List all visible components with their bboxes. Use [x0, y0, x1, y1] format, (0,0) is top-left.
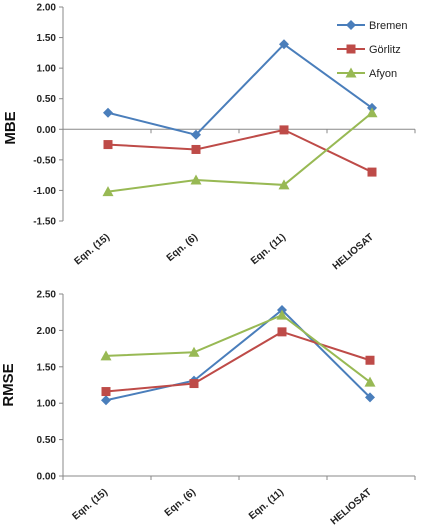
y-tick-label: 0.50 [37, 94, 57, 105]
x-tick-label: HELIOSAT [329, 487, 374, 527]
data-point [102, 186, 114, 197]
legend-label: Görlitz [369, 44, 401, 56]
y-tick-label: 1.50 [37, 362, 57, 373]
x-tick-label: Eqn. (15) [73, 232, 112, 268]
legend-marker [346, 20, 356, 30]
data-point [188, 346, 200, 357]
y-tick-label: -1.50 [33, 217, 56, 228]
x-tick-label: Eqn. (11) [247, 487, 286, 522]
data-point [279, 125, 289, 135]
x-tick-label: HELIOSAT [331, 232, 376, 272]
y-tick-label: 2.50 [37, 290, 57, 301]
data-point [101, 395, 111, 406]
series-line [107, 42, 373, 136]
legend: Bremen Görlitz Afyon [337, 20, 408, 80]
legend-marker [345, 67, 357, 78]
x-tick-label: Eqn. (6) [165, 232, 200, 264]
y-tick-label: 0.00 [37, 125, 57, 136]
data-point [103, 107, 113, 118]
data-point [189, 379, 199, 389]
chart-panel-2: 2.50 2.00 1.50 1.00 0.50 0.00 Eqn. (15) Eqn. (6… [0, 290, 416, 527]
y-tick-label: -0.50 [33, 155, 56, 166]
data-point [191, 144, 201, 154]
data-point [279, 39, 289, 50]
series-line [105, 313, 371, 383]
data-point [365, 392, 375, 403]
series-line [107, 128, 373, 173]
y-tick-label: 0.00 [37, 472, 57, 483]
y-axis-title: MBE [2, 111, 19, 144]
series-grlitz [103, 125, 377, 177]
y-tick-label: 1.50 [37, 33, 57, 44]
data-point [365, 355, 375, 365]
series-bremen [103, 39, 377, 140]
y-tick-label: 1.00 [37, 64, 57, 75]
data-point [276, 309, 288, 320]
legend-marker [346, 44, 356, 54]
legend-label: Afyon [369, 68, 397, 80]
series-line [105, 330, 371, 393]
data-point [191, 129, 201, 140]
legend-label: Bremen [369, 20, 408, 32]
x-tick-label: Eqn. (15) [71, 487, 110, 523]
data-point [103, 140, 113, 150]
y-tick-label: 1.00 [37, 399, 57, 410]
series-afyon [102, 107, 378, 197]
data-point [366, 107, 378, 118]
series-line [105, 308, 371, 402]
y-tick-label: -1.00 [33, 186, 56, 197]
data-point [101, 387, 111, 397]
series-afyon [100, 309, 376, 387]
y-tick-label: 2.00 [37, 3, 57, 14]
data-point [364, 376, 376, 387]
data-point [278, 179, 290, 190]
y-tick-label: 0.50 [37, 435, 57, 446]
data-point [277, 327, 287, 337]
y-axis-title: RMSE [0, 363, 17, 406]
chart-panel-1: 2.00 1.50 1.00 0.50 0.00 -0.50 -1.00 -1.50 Eqn. … [2, 3, 416, 272]
data-point [100, 350, 112, 361]
x-tick-label: Eqn. (6) [163, 487, 198, 519]
y-tick-label: 2.00 [37, 326, 57, 337]
series-line [107, 112, 373, 193]
data-point [367, 167, 377, 177]
data-point [190, 174, 202, 185]
x-tick-label: Eqn. (11) [249, 232, 288, 267]
series-grlitz [101, 327, 375, 397]
